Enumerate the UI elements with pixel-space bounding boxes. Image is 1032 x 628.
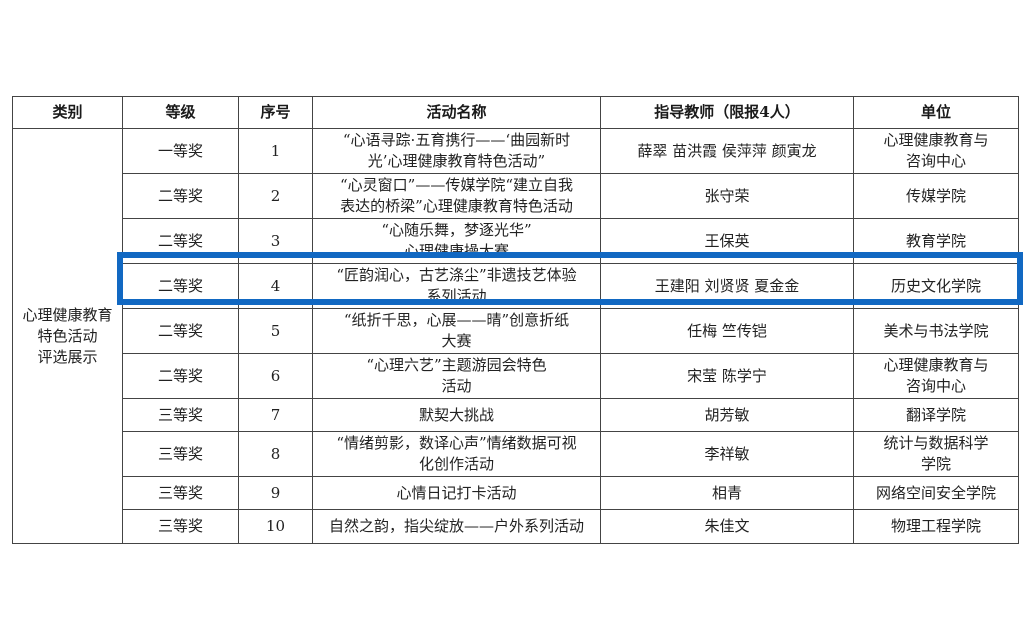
grade-cell: 二等奖 xyxy=(122,263,239,309)
grade-cell: 二等奖 xyxy=(122,353,239,399)
grade-cell: 三等奖 xyxy=(122,476,239,510)
no-cell: 5 xyxy=(238,308,313,354)
no-cell: 8 xyxy=(238,431,313,477)
grade-cell: 二等奖 xyxy=(122,218,239,264)
unit-cell: 网络空间安全学院 xyxy=(853,476,1019,510)
activity-name-cell: “心语寻踪·五育携行——‘曲园新时 光’心理健康教育特色活动” xyxy=(312,128,601,174)
grade-cell: 三等奖 xyxy=(122,431,239,477)
teachers-cell: 李祥敏 xyxy=(600,431,854,477)
header-teachers: 指导教师（限报4人） xyxy=(600,96,854,129)
unit-cell: 历史文化学院 xyxy=(853,263,1019,309)
no-cell: 4 xyxy=(238,263,313,309)
teachers-cell: 薛翠 苗洪霞 侯萍萍 颜寅龙 xyxy=(600,128,854,174)
teachers-cell: 张守荣 xyxy=(600,173,854,219)
header-no: 序号 xyxy=(238,96,313,129)
activity-name-cell: “匠韵润心，古艺涤尘”非遗技艺体验 系列活动 xyxy=(312,263,601,309)
unit-cell: 翻译学院 xyxy=(853,398,1019,432)
no-cell: 1 xyxy=(238,128,313,174)
table-row-highlighted: 二等奖 4 “匠韵润心，古艺涤尘”非遗技艺体验 系列活动 王建阳 刘贤贤 夏金金… xyxy=(13,263,1019,309)
no-cell: 3 xyxy=(238,218,313,264)
no-cell: 7 xyxy=(238,398,313,432)
teachers-cell: 宋莹 陈学宁 xyxy=(600,353,854,399)
table-row: 三等奖 9 心情日记打卡活动 相青 网络空间安全学院 xyxy=(13,476,1019,510)
grade-cell: 二等奖 xyxy=(122,173,239,219)
table-row: 二等奖 2 “心灵窗口”——传媒学院“建立自我 表达的桥梁”心理健康教育特色活动… xyxy=(13,173,1019,219)
grade-cell: 三等奖 xyxy=(122,509,239,544)
activity-name-cell: “心随乐舞，梦逐光华” 心理健康操大赛 xyxy=(312,218,601,264)
grade-cell: 一等奖 xyxy=(122,128,239,174)
unit-cell: 物理工程学院 xyxy=(853,509,1019,544)
no-cell: 2 xyxy=(238,173,313,219)
unit-cell: 教育学院 xyxy=(853,218,1019,264)
table-row: 三等奖 8 “情绪剪影，数译心声”情绪数据可视 化创作活动 李祥敏 统计与数据科… xyxy=(13,431,1019,477)
header-unit: 单位 xyxy=(853,96,1019,129)
table-row: 二等奖 6 “心理六艺”主题游园会特色 活动 宋莹 陈学宁 心理健康教育与 咨询… xyxy=(13,353,1019,399)
activity-name-cell: “情绪剪影，数译心声”情绪数据可视 化创作活动 xyxy=(312,431,601,477)
activity-name-cell: 自然之韵，指尖绽放——户外系列活动 xyxy=(312,509,601,544)
activity-name-cell: “纸折千思，心展——晴”创意折纸 大赛 xyxy=(312,308,601,354)
category-cell: 心理健康教育 特色活动 评选展示 xyxy=(12,128,123,544)
header-name: 活动名称 xyxy=(312,96,601,129)
teachers-cell: 王建阳 刘贤贤 夏金金 xyxy=(600,263,854,309)
teachers-cell: 朱佳文 xyxy=(600,509,854,544)
table-row: 三等奖 7 默契大挑战 胡芳敏 翻译学院 xyxy=(13,398,1019,432)
unit-cell: 心理健康教育与 咨询中心 xyxy=(853,353,1019,399)
table-row: 心理健康教育 特色活动 评选展示 一等奖 1 “心语寻踪·五育携行——‘曲园新时… xyxy=(12,128,1019,544)
table-row: 二等奖 3 “心随乐舞，梦逐光华” 心理健康操大赛 王保英 教育学院 xyxy=(13,218,1019,264)
grade-cell: 二等奖 xyxy=(122,308,239,354)
header-grade: 等级 xyxy=(122,96,239,129)
activity-name-cell: “心理六艺”主题游园会特色 活动 xyxy=(312,353,601,399)
activity-name-cell: 默契大挑战 xyxy=(312,398,601,432)
grade-cell: 三等奖 xyxy=(122,398,239,432)
unit-cell: 心理健康教育与 咨询中心 xyxy=(853,128,1019,174)
header-category: 类别 xyxy=(12,96,123,129)
table-header-row: 类别 等级 序号 活动名称 指导教师（限报4人） 单位 xyxy=(12,96,1019,129)
teachers-cell: 王保英 xyxy=(600,218,854,264)
table-row: 三等奖 10 自然之韵，指尖绽放——户外系列活动 朱佳文 物理工程学院 xyxy=(13,509,1019,544)
unit-cell: 统计与数据科学 学院 xyxy=(853,431,1019,477)
unit-cell: 传媒学院 xyxy=(853,173,1019,219)
no-cell: 10 xyxy=(238,509,313,544)
teachers-cell: 相青 xyxy=(600,476,854,510)
no-cell: 9 xyxy=(238,476,313,510)
activity-name-cell: 心情日记打卡活动 xyxy=(312,476,601,510)
no-cell: 6 xyxy=(238,353,313,399)
table-row: 二等奖 5 “纸折千思，心展——晴”创意折纸 大赛 任梅 竺传铠 美术与书法学院 xyxy=(13,308,1019,354)
teachers-cell: 任梅 竺传铠 xyxy=(600,308,854,354)
awards-table: 类别 等级 序号 活动名称 指导教师（限报4人） 单位 心理健康教育 特色活动 … xyxy=(12,96,1019,544)
teachers-cell: 胡芳敏 xyxy=(600,398,854,432)
unit-cell: 美术与书法学院 xyxy=(853,308,1019,354)
activity-name-cell: “心灵窗口”——传媒学院“建立自我 表达的桥梁”心理健康教育特色活动 xyxy=(312,173,601,219)
